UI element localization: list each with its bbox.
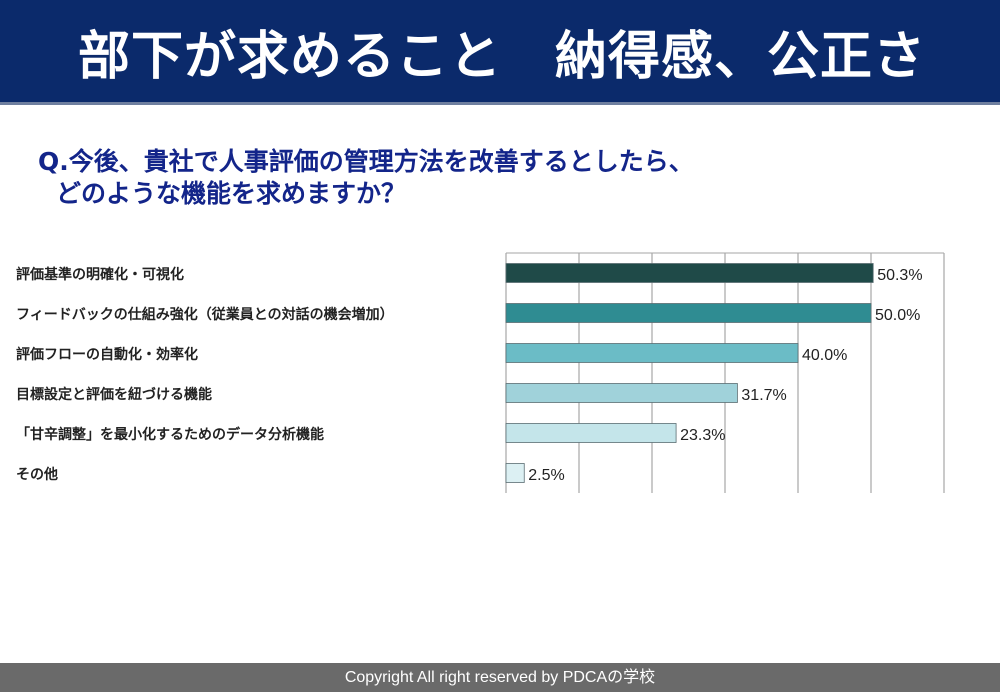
value-label: 23.3%	[680, 427, 725, 444]
question-text: Q.今後、貴社で人事評価の管理方法を改善するとしたら、 どのような機能を求めます…	[38, 146, 694, 210]
category-label: フィードバックの仕組み強化（従業員との対話の機会増加）	[16, 306, 394, 323]
bar	[505, 343, 799, 363]
page-title: 部下が求めること 納得感、公正さ	[78, 27, 927, 87]
category-label: その他	[16, 466, 58, 483]
bar	[505, 303, 872, 323]
bar	[505, 383, 738, 403]
value-label: 2.5%	[528, 467, 564, 484]
value-label: 50.0%	[875, 307, 920, 324]
category-label: 「甘辛調整」を最小化するためのデータ分析機能	[16, 426, 324, 443]
value-label: 31.7%	[741, 387, 786, 404]
title-banner: 部下が求めること 納得感、公正さ	[0, 0, 1000, 105]
question-line-2: どのような機能を求めますか？	[56, 179, 407, 208]
bar-chart: 評価基準の明確化・可視化 50.3% フィードバックの仕組み強化（従業員との対話の機…	[16, 252, 945, 493]
category-label: 評価基準の明確化・可視化	[16, 266, 184, 283]
bar	[505, 423, 677, 443]
value-label: 40.0%	[802, 347, 847, 364]
copyright-footer: Copyright All right reserved by PDCAの学校	[0, 663, 1000, 692]
question-line-1: Q.今後、貴社で人事評価の管理方法を改善するとしたら、	[38, 147, 694, 176]
value-label: 50.3%	[877, 267, 922, 284]
bar	[505, 463, 525, 483]
category-label: 評価フローの自動化・効率化	[16, 346, 198, 363]
category-label: 目標設定と評価を紐づける機能	[16, 386, 212, 403]
bar	[505, 263, 874, 283]
